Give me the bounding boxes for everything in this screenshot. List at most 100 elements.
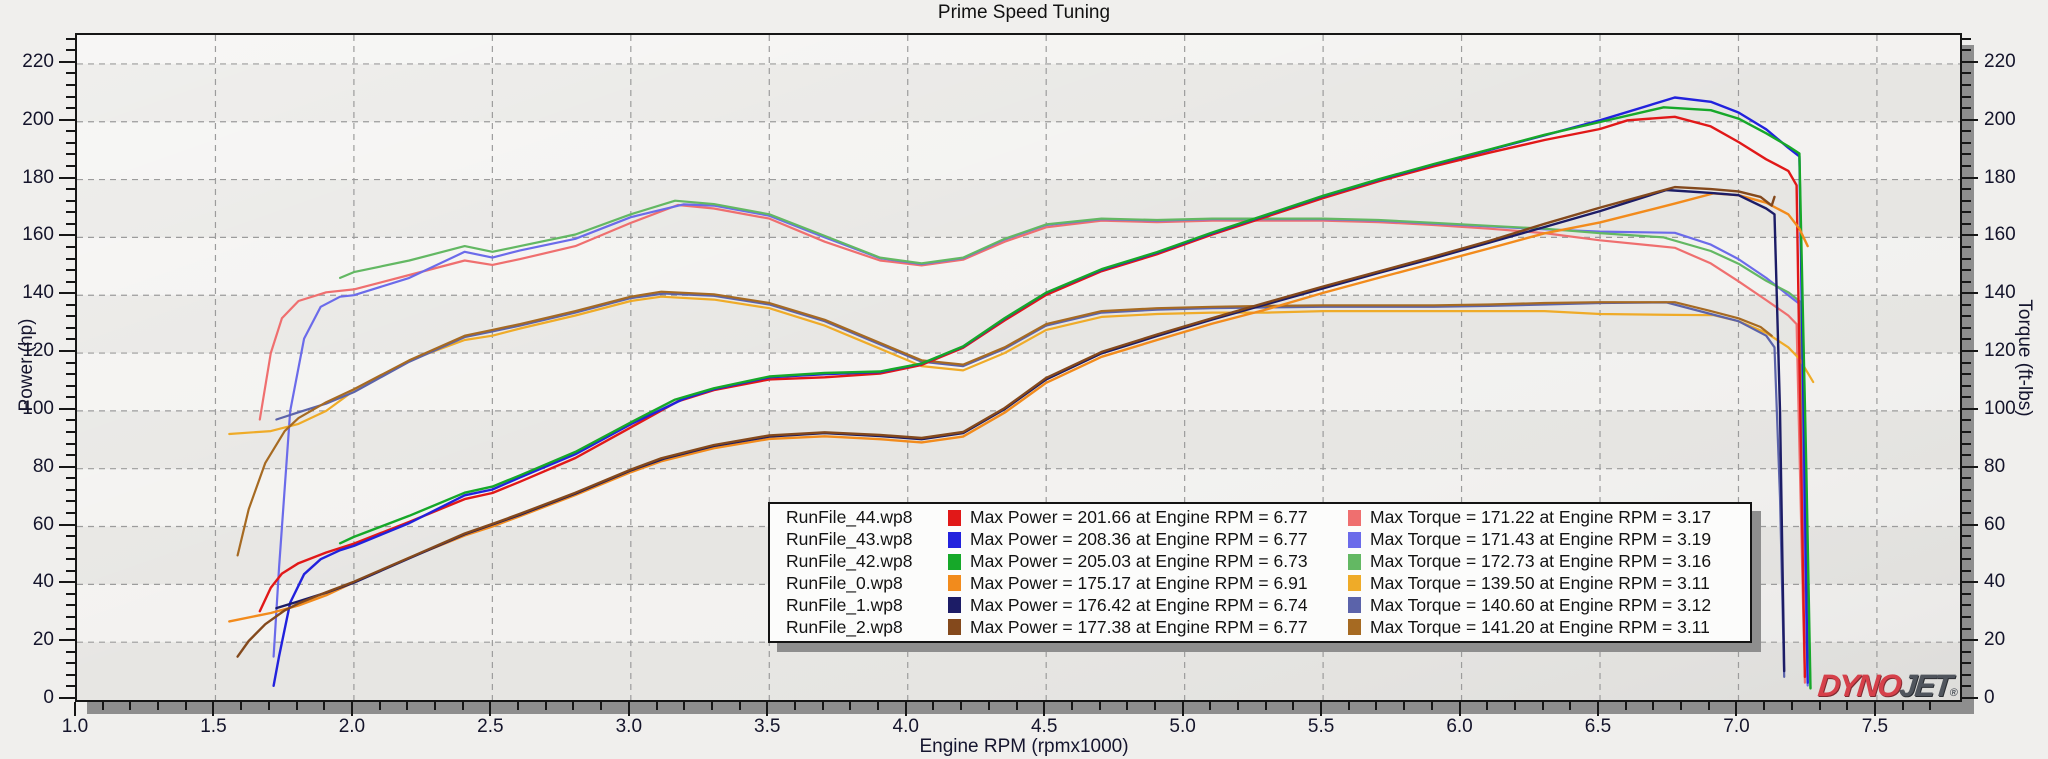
y-left-tick-label: 100 [22,397,54,419]
y-left-tick [66,361,75,364]
power-color-chip [948,619,961,636]
x-tick [1680,702,1683,710]
y-left-tick [59,118,75,121]
y-left-tick [59,350,75,353]
x-tick [1763,702,1766,710]
x-tick [1901,702,1904,710]
torque-color-chip [1348,509,1361,526]
dynojet-logo-jet: JET [1898,668,1953,703]
max-torque-text: Max Torque = 171.43 at Engine RPM = 3.19 [1370,529,1712,550]
y-left-tick [66,627,75,630]
power-color-chip [948,531,961,548]
y-right-tick [1962,662,1971,665]
x-tick [1347,702,1350,710]
y-right-tick [1962,130,1971,133]
y-left-tick [66,269,75,272]
max-torque-text: Max Torque = 171.22 at Engine RPM = 3.17 [1370,507,1712,528]
x-tick-label: 5.5 [1307,716,1335,737]
y-right-tick [1962,477,1971,480]
torque-color-chip [1348,575,1361,592]
x-tick-label: 1.0 [61,716,89,737]
legend-row: RunFile_44.wp8 Max Power = 201.66 at Engi… [786,507,1740,529]
x-tick [1597,702,1599,716]
y-left-tick [66,650,75,653]
x-tick [766,702,769,716]
x-tick [1403,702,1406,710]
y-left-tick [66,107,75,110]
y-left-tick [59,60,75,63]
y-right-tick-label: 140 [1984,282,2016,304]
y-right-tick-label: 20 [1984,629,2006,651]
x-tick [1652,702,1655,710]
x-tick [1375,702,1378,710]
torque-curve-RunFile_1.wp8 [275,292,1786,679]
y-right-tick [1962,118,1978,121]
x-tick [738,702,741,710]
y-right-tick-label: 0 [1984,687,1995,708]
x-tick [295,702,298,710]
legend-row: RunFile_42.wp8 Max Power = 205.03 at Engi… [786,551,1740,573]
y-right-tick [1962,234,1978,237]
y-right-tick [1962,37,1971,40]
x-tick-label: 7.5 [1861,716,1889,737]
max-torque-text: Max Torque = 172.73 at Engine RPM = 3.16 [1370,551,1712,572]
y-left-tick [66,685,75,688]
x-tick [1569,702,1572,710]
y-left-tick [66,199,75,202]
y-right-tick-label: 160 [1984,224,2016,246]
y-right-tick [1962,569,1971,572]
y-right-tick [1962,72,1971,75]
y-left-tick [66,477,75,480]
x-tick [1292,702,1295,710]
y-left-tick [66,315,75,318]
legend-cell: Max Torque = 171.43 at Engine RPM = 3.19 [1348,529,1740,550]
y-left-tick-label: 140 [22,282,54,304]
y-right-tick [1962,546,1971,549]
y-left-tick [59,581,75,584]
y-left-tick-label: 0 [43,687,54,708]
y-right-tick [1962,581,1978,584]
max-torque-text: Max Torque = 141.20 at Engine RPM = 3.11 [1370,616,1710,637]
y-left-tick [66,673,75,676]
y-right-tick [1962,396,1971,399]
x-tick [129,702,132,710]
y-right-tick [1962,373,1971,376]
y-left-tick [66,84,75,87]
y-right-tick [1962,245,1971,248]
x-tick [849,702,852,710]
torque-color-chip [1348,597,1361,614]
x-tick [1070,702,1073,710]
y-left-tick [66,604,75,607]
y-right-tick [1962,350,1978,353]
max-power-text: Max Power = 205.03 at Engine RPM = 6.73 [970,551,1308,572]
x-tick-label: 3.5 [754,716,781,737]
x-tick [433,702,436,710]
x-tick [877,702,880,710]
y-left-tick [59,234,75,237]
legend-box[interactable]: RunFile_44.wp8 Max Power = 201.66 at Engi… [768,502,1752,643]
y-right-tick [1962,685,1971,688]
y-left-tick-label: 180 [22,166,54,188]
y-left-tick [66,37,75,40]
y-left-tick [59,639,75,642]
y-right-tick [1962,511,1971,514]
x-tick [1818,702,1821,710]
x-tick [1126,702,1129,710]
y-left-tick [66,535,75,538]
x-tick [1430,702,1433,710]
x-tick [350,702,353,716]
power-curve-RunFile_42.wp8 [338,106,1812,690]
x-tick [1153,702,1156,710]
y-left-tick [66,165,75,167]
y-left-tick-label: 220 [22,50,54,72]
x-tick [406,702,409,710]
y-left-tick-label: 120 [22,340,54,362]
x-tick-label: 6.5 [1584,716,1612,737]
x-tick [378,702,381,710]
y-left-tick [66,616,75,619]
legend-run-file: RunFile_0.wp8 [786,572,903,593]
x-tick [184,702,187,710]
y-right-tick [1962,141,1971,144]
legend-run-file: RunFile_44.wp8 [786,507,913,528]
y-right-tick [1962,604,1971,607]
